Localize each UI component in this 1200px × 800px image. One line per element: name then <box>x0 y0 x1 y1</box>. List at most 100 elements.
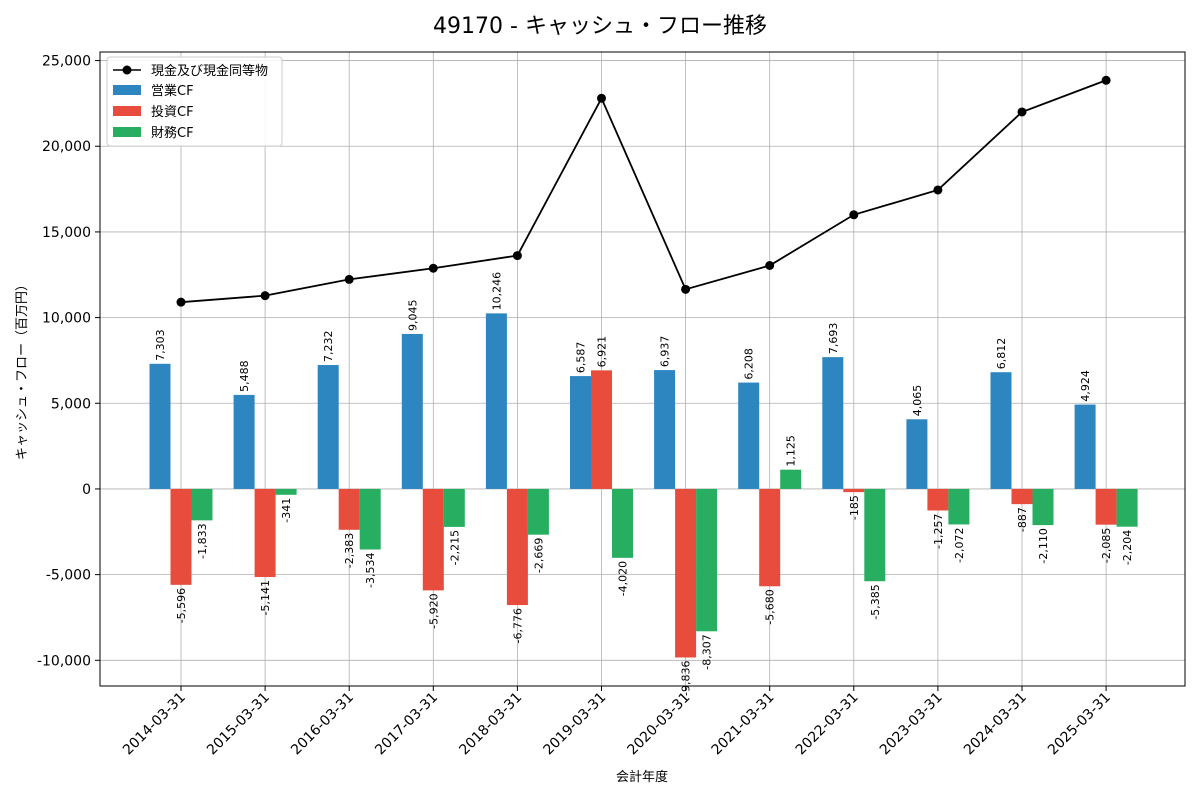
x-tick-label: 2022-03-31 <box>793 690 862 759</box>
bar-operating-cf <box>570 376 591 489</box>
bar-financing-cf <box>275 488 297 495</box>
bar-operating-cf <box>485 313 507 489</box>
x-axis: 2014-03-31 2015-03-31 2016-03-31 2017-03-31… <box>120 686 1114 758</box>
x-axis-title: 会計年度 <box>616 769 668 785</box>
y-axis: -10,000 -5,000 0 5,000 10,000 15,000 20,000 25,… <box>37 54 100 669</box>
cash-line-point <box>933 185 943 195</box>
bar-label-investing-cf: 6,921 <box>596 336 609 368</box>
bar-financing-cf <box>948 488 970 525</box>
bar-financing-cf <box>864 488 886 582</box>
bar-label-financing-cf: -2,215 <box>448 530 461 565</box>
cash-line-point <box>344 274 354 284</box>
bar-label-financing-cf: -2,669 <box>532 538 545 573</box>
bar-label-operating-cf: 7,303 <box>154 329 167 361</box>
bar-operating-cf <box>149 363 171 489</box>
bar-financing-cf <box>527 488 549 535</box>
bar-label-financing-cf: 1,125 <box>785 435 798 467</box>
bar-label-investing-cf: -2,383 <box>343 533 356 568</box>
cash-line-point <box>765 261 775 271</box>
bars <box>149 313 1138 658</box>
x-tick-label: 2014-03-31 <box>120 690 189 759</box>
legend-label-financing: 財務CF <box>151 126 194 141</box>
bar-financing-cf <box>359 488 381 550</box>
bar-investing-cf <box>338 488 360 530</box>
bar-label-investing-cf: -6,776 <box>511 608 524 643</box>
bar-label-operating-cf: 10,246 <box>490 272 503 311</box>
bar-label-investing-cf: -5,920 <box>427 593 440 628</box>
bar-label-investing-cf: -9,836 <box>680 660 693 695</box>
legend-label-operating: 営業CF <box>151 83 194 99</box>
bar-label-investing-cf: -5,680 <box>764 589 777 624</box>
bar-financing-cf <box>696 488 718 632</box>
bar-label-operating-cf: 4,065 <box>911 385 924 417</box>
bar-investing-cf <box>1011 488 1033 505</box>
bar-operating-cf <box>317 365 339 489</box>
bar-label-financing-cf: -341 <box>280 498 293 523</box>
bar-financing-cf <box>443 488 465 527</box>
bar-operating-cf <box>738 382 760 489</box>
legend-swatch-operating <box>113 85 141 95</box>
x-tick-label: 2024-03-31 <box>961 690 1030 759</box>
bar-operating-cf <box>401 333 423 489</box>
bar-operating-cf <box>906 419 928 489</box>
bar-financing-cf <box>780 469 802 489</box>
bar-label-investing-cf: -185 <box>848 495 861 520</box>
bar-label-financing-cf: -2,072 <box>953 527 966 562</box>
bar-investing-cf <box>927 488 949 511</box>
y-tick-label: 10,000 <box>42 311 91 327</box>
x-tick-label: 2023-03-31 <box>877 690 946 759</box>
bar-operating-cf <box>822 357 844 489</box>
y-tick-label: 20,000 <box>42 139 91 155</box>
cash-line-point <box>849 210 859 220</box>
legend-box <box>106 56 283 147</box>
grid <box>100 52 1185 686</box>
bar-label-operating-cf: 9,045 <box>406 299 419 331</box>
y-tick-label: -10,000 <box>37 653 91 669</box>
x-tick-label: 2016-03-31 <box>288 690 357 759</box>
cash-line-point <box>428 263 438 273</box>
bar-label-investing-cf: -5,141 <box>259 580 272 615</box>
y-tick-label: 0 <box>82 482 91 498</box>
bar-label-operating-cf: 7,232 <box>322 331 335 363</box>
bar-investing-cf <box>254 488 276 578</box>
plot-frame <box>99 51 1186 687</box>
legend-line-marker <box>122 65 132 75</box>
bar-label-investing-cf: -1,257 <box>932 513 945 548</box>
bar-label-financing-cf: -3,534 <box>364 553 377 588</box>
legend-label-investing: 投資CF <box>151 104 194 120</box>
y-tick-label: 5,000 <box>51 396 91 412</box>
cash-line-point <box>597 93 606 103</box>
x-tick-label: 2015-03-31 <box>204 690 273 759</box>
legend-swatch-financing <box>113 127 141 137</box>
cash-line-path <box>180 79 1107 304</box>
x-tick-label: 2017-03-31 <box>372 690 441 759</box>
bar-operating-cf <box>990 372 1012 489</box>
bar-label-investing-cf: -887 <box>1016 507 1029 532</box>
bar-financing-cf <box>191 488 213 521</box>
bar-label-financing-cf: -2,204 <box>1121 530 1134 565</box>
bar-financing-cf <box>612 488 633 558</box>
y-tick-label: 25,000 <box>42 54 91 70</box>
bar-label-operating-cf: 6,812 <box>995 338 1008 370</box>
bar-investing-cf <box>759 488 781 587</box>
cash-line-point <box>1017 107 1027 117</box>
cash-line-point <box>176 297 186 307</box>
bar-investing-cf <box>422 488 444 591</box>
bar-financing-cf <box>1032 488 1054 526</box>
y-axis-title: キャッシュ・フロー（百万円） <box>15 278 30 460</box>
x-tick-label: 2025-03-31 <box>1045 690 1114 759</box>
legend: 現金及び現金同等物 営業CF 投資CF 財務CF <box>106 56 283 147</box>
bar-financing-cf <box>1116 488 1138 527</box>
bar-investing-cf <box>506 488 528 606</box>
cash-line-point <box>681 284 691 294</box>
cash-line <box>176 75 1111 307</box>
bar-labels: 7,303 5,488 7,232 9,045 10,246 6,587 6,937 6,20… <box>154 272 1134 696</box>
bar-label-operating-cf: 6,937 <box>659 336 672 368</box>
bar-label-financing-cf: -1,833 <box>196 523 209 558</box>
x-tick-label: 2020-03-31 <box>625 690 694 759</box>
bar-investing-cf <box>1095 488 1117 525</box>
bar-operating-cf <box>233 394 255 489</box>
legend-swatch-investing <box>113 106 141 116</box>
bar-label-financing-cf: -2,110 <box>1037 528 1050 563</box>
